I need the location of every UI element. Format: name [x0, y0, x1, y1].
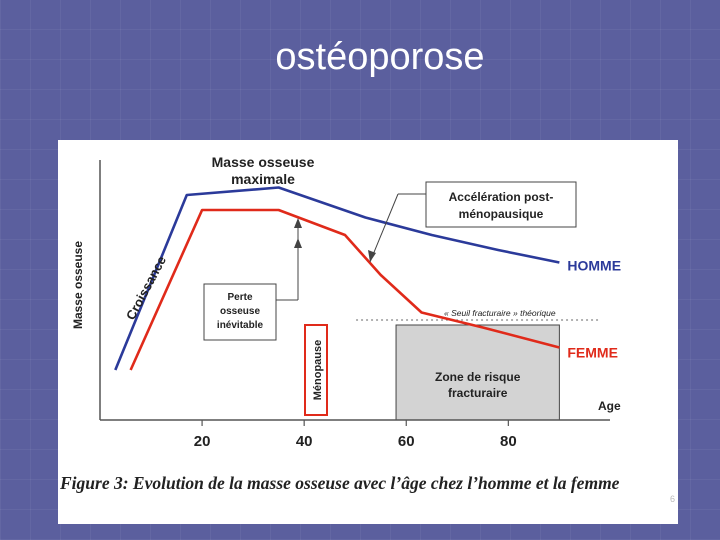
acceleration-label-1: ménopausique	[459, 207, 544, 221]
zone-risque-label-1: fracturaire	[448, 386, 508, 400]
x-tick-label-40: 40	[296, 433, 313, 450]
bone-mass-chart: Zone de risque fracturaire 20 40 60 80 Age Mas…	[71, 154, 621, 450]
acceleration-box	[425, 181, 577, 228]
perte-label-2: inévitable	[217, 320, 264, 331]
x-tick-label-60: 60	[398, 433, 415, 450]
slide-title: ostéoporose	[275, 36, 485, 78]
figure-caption: Figure 3: Evolution de la masse osseuse …	[60, 473, 620, 493]
series-label-homme: HOMME	[567, 258, 621, 274]
perte-box	[203, 283, 277, 341]
perte-label-1: osseuse	[220, 306, 260, 317]
page-number: 6	[669, 494, 675, 504]
acceleration-leader-2	[369, 193, 399, 263]
perte-label-0: Perte	[227, 292, 252, 303]
seuil-label: « Seuil fracturaire » théorique	[444, 308, 556, 318]
perte-arrowhead-2	[294, 238, 302, 248]
acceleration-label-0: Accélération post-	[449, 190, 554, 204]
series-label-femme: FEMME	[567, 345, 618, 361]
peak-label-0: Masse osseuse	[212, 154, 315, 170]
zone-risque-label-0: Zone de risque	[435, 370, 521, 384]
series-line-femme	[129, 208, 560, 371]
x-axis-label: Age	[598, 399, 621, 413]
y-axis-label: Masse osseuse	[71, 241, 85, 329]
peak-label-1: maximale	[231, 171, 295, 187]
acceleration-arrowhead	[368, 250, 376, 262]
menopause-label: Ménopause	[312, 340, 324, 401]
menopause-box	[304, 324, 328, 416]
x-tick-label-20: 20	[194, 433, 211, 450]
x-tick-label-80: 80	[500, 433, 517, 450]
figure-card: Zone de risque fracturaire 20 40 60 80 Age Mas…	[58, 140, 678, 524]
perte-arrowhead-1	[294, 218, 302, 228]
croissance-label: Croissance	[123, 253, 169, 322]
series-line-homme	[114, 186, 560, 371]
